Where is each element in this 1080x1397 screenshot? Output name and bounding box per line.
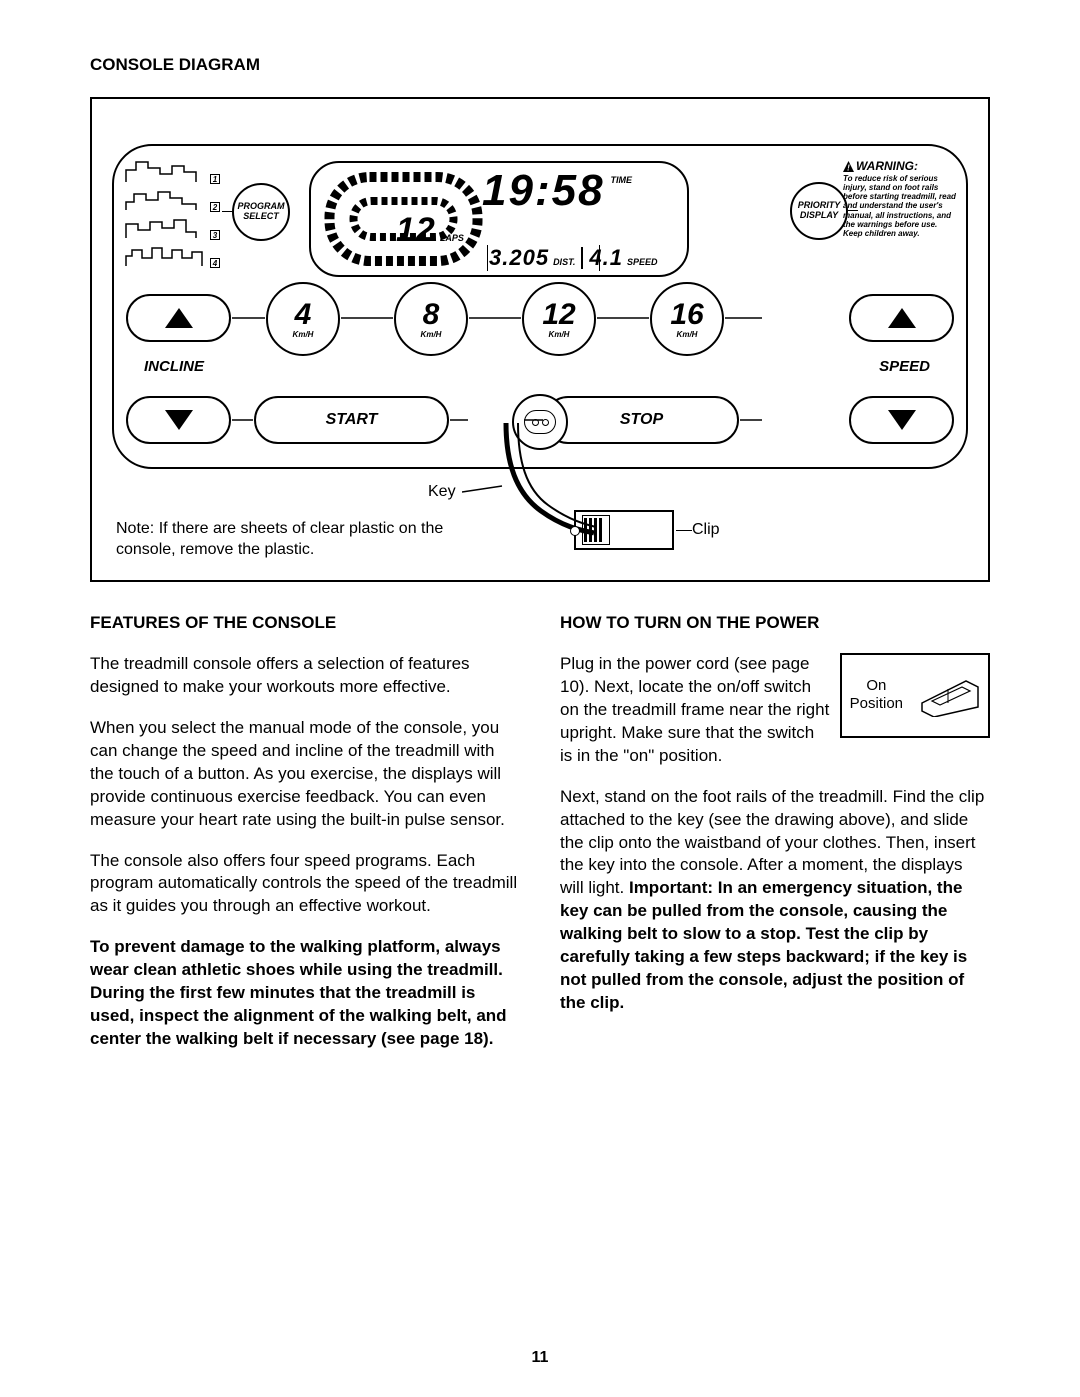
speed-preset-16[interactable]: 16 Km/H [650, 282, 724, 356]
console-diagram-heading: CONSOLE DIAGRAM [90, 55, 990, 75]
dist-value: 3.205 [489, 247, 549, 269]
triangle-down-icon [888, 410, 916, 430]
features-heading: FEATURES OF THE CONSOLE [90, 612, 520, 635]
incline-up-button[interactable] [126, 294, 231, 342]
speed-down-button[interactable] [849, 396, 954, 444]
laps-value: 12 [396, 213, 436, 247]
features-p4: To prevent damage to the walking platfor… [90, 937, 507, 1048]
speed-readout-label: SPEED [627, 257, 658, 267]
console-panel: 1 2 3 4 PROGRAM SELECT 12 LAPS [112, 144, 968, 469]
power-p2: Next, stand on the foot rails of the tre… [560, 786, 990, 1015]
speed-label: SPEED [879, 358, 930, 375]
profile-number: 4 [210, 258, 220, 268]
profile-number: 1 [210, 174, 220, 184]
console-diagram: 1 2 3 4 PROGRAM SELECT 12 LAPS [90, 97, 990, 582]
key-annotation: Key [428, 483, 456, 501]
speed-preset-12[interactable]: 12 Km/H [522, 282, 596, 356]
body-columns: FEATURES OF THE CONSOLE The treadmill co… [90, 612, 990, 1069]
manual-page: CONSOLE DIAGRAM 1 2 3 4 PROGRAM SELECT [0, 0, 1080, 1397]
profile-number: 2 [210, 202, 220, 212]
triangle-up-icon [165, 308, 193, 328]
profile-number: 3 [210, 230, 220, 240]
speed-preset-4[interactable]: 4 Km/H [266, 282, 340, 356]
incline-down-button[interactable] [126, 396, 231, 444]
features-p3: The console also offers four speed progr… [90, 850, 520, 919]
power-switch-figure: On Position [840, 653, 990, 738]
time-value: 19:58 [482, 169, 605, 213]
triangle-up-icon [888, 308, 916, 328]
program-select-button[interactable]: PROGRAM SELECT [232, 183, 290, 241]
speed-preset-8[interactable]: 8 Km/H [394, 282, 468, 356]
warning-text: ! WARNING: To reduce risk of serious inj… [843, 160, 958, 238]
left-column: FEATURES OF THE CONSOLE The treadmill co… [90, 612, 520, 1069]
priority-display-button[interactable]: PRIORITY DISPLAY [790, 182, 848, 240]
svg-text:!: ! [847, 164, 850, 173]
power-switch-icon [918, 673, 980, 717]
warning-icon: ! [843, 161, 854, 172]
console-note: Note: If there are sheets of clear plast… [116, 519, 466, 561]
power-heading: HOW TO TURN ON THE POWER [560, 612, 990, 635]
triangle-down-icon [165, 410, 193, 430]
safety-clip [574, 510, 674, 550]
laps-label: LAPS [440, 233, 464, 243]
page-number: 11 [0, 1349, 1080, 1367]
clip-annotation: Clip [692, 521, 720, 539]
lcd-display: 12 LAPS 19:58 TIME 3.205 DIST. [309, 161, 689, 277]
speed-value: 4.1 [589, 247, 623, 269]
time-label: TIME [611, 175, 633, 185]
program-profiles: 1 2 3 4 [124, 158, 224, 270]
features-p1: The treadmill console offers a selection… [90, 653, 520, 699]
features-p2: When you select the manual mode of the c… [90, 717, 520, 832]
incline-label: INCLINE [144, 358, 204, 375]
speed-up-button[interactable] [849, 294, 954, 342]
dist-label: DIST. [553, 257, 575, 267]
start-button[interactable]: START [254, 396, 449, 444]
right-column: HOW TO TURN ON THE POWER On Position Plu… [560, 612, 990, 1069]
